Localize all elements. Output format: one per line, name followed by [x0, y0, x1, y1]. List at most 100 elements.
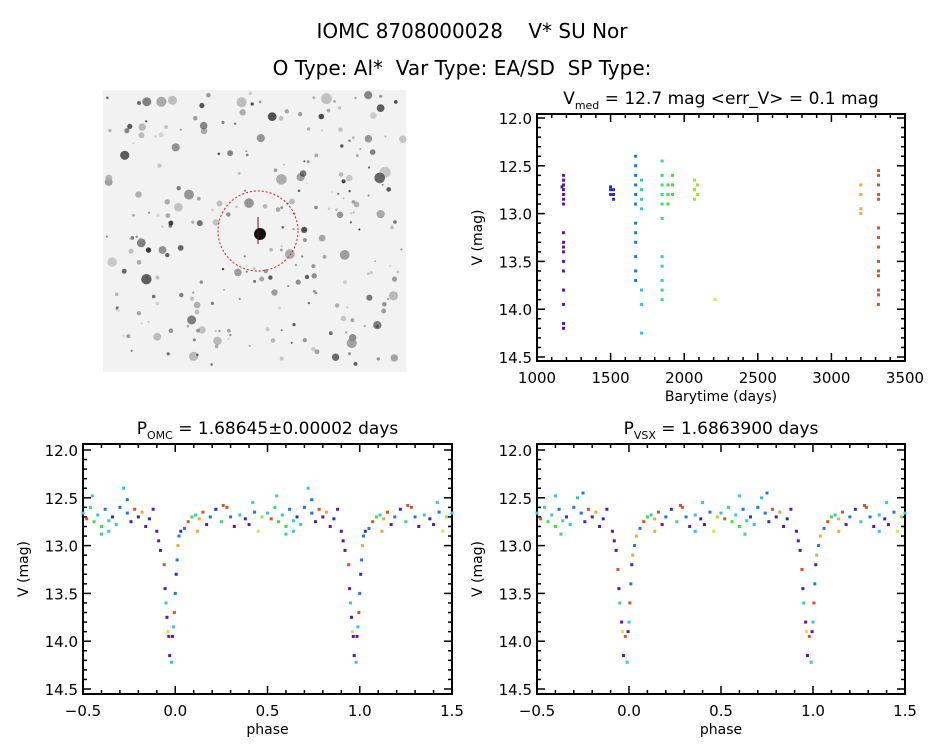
data-point	[713, 298, 717, 302]
star	[275, 207, 281, 212]
star	[177, 245, 184, 251]
data-point	[859, 183, 863, 187]
data-point	[715, 515, 719, 519]
star	[107, 257, 117, 267]
data-point	[103, 507, 107, 511]
star	[311, 273, 317, 279]
star	[379, 94, 383, 98]
star	[105, 174, 113, 182]
data-point	[225, 505, 229, 509]
star	[214, 344, 219, 349]
star	[114, 292, 119, 297]
star	[327, 207, 331, 210]
star	[287, 284, 290, 288]
data-point	[299, 523, 303, 527]
data-point	[642, 520, 646, 524]
data-point	[807, 634, 811, 638]
star	[184, 189, 194, 200]
data-point	[877, 197, 881, 201]
data-point	[444, 515, 448, 519]
star	[366, 294, 373, 301]
data-point	[229, 515, 233, 519]
data-point	[355, 634, 359, 638]
x-tick-label: −0.5	[65, 702, 101, 720]
data-point	[561, 231, 565, 235]
data-point	[634, 269, 638, 273]
star	[396, 270, 400, 274]
star	[145, 247, 152, 253]
star	[187, 315, 197, 325]
star	[199, 121, 208, 130]
data-point	[640, 188, 644, 192]
star	[297, 112, 303, 117]
star	[174, 202, 183, 212]
data-point	[288, 507, 292, 511]
star	[314, 153, 319, 158]
star	[303, 160, 306, 163]
data-point	[872, 524, 876, 528]
data-point	[785, 517, 789, 521]
data-point	[693, 513, 697, 517]
star	[196, 220, 203, 227]
data-point	[634, 221, 638, 225]
data-point	[173, 591, 177, 595]
data-point	[734, 513, 738, 517]
plot-frame	[536, 443, 906, 695]
star	[348, 352, 351, 356]
data-point	[737, 494, 741, 498]
star	[354, 96, 357, 100]
x-tick-label: 1.0	[801, 702, 825, 720]
data-point	[660, 216, 664, 220]
data-point	[638, 526, 642, 530]
data-point	[99, 524, 103, 528]
star	[106, 96, 109, 100]
star	[376, 210, 385, 219]
star	[374, 260, 377, 263]
star	[164, 199, 170, 205]
data-point	[561, 202, 565, 206]
star	[194, 309, 200, 315]
star	[337, 106, 342, 110]
data-point	[693, 178, 697, 182]
star	[358, 228, 361, 231]
data-point	[561, 259, 565, 263]
data-point	[748, 515, 752, 519]
star	[245, 153, 249, 157]
star	[265, 327, 270, 332]
star	[350, 318, 355, 323]
data-point	[815, 553, 819, 557]
y-tick-label: 14.0	[499, 301, 532, 319]
data-point	[238, 513, 242, 517]
data-point	[587, 507, 591, 511]
data-point	[877, 302, 881, 306]
star	[312, 96, 316, 100]
star	[223, 288, 226, 291]
y-tick-label: 14.0	[499, 633, 532, 651]
data-point	[356, 625, 360, 629]
star	[376, 357, 380, 361]
y-tick-label: 13.5	[45, 585, 78, 603]
star	[237, 172, 241, 175]
star	[311, 346, 316, 352]
data-point	[350, 630, 354, 634]
data-point	[712, 529, 716, 533]
star	[192, 338, 196, 342]
x-tick-label: 1.5	[440, 702, 464, 720]
data-point	[666, 183, 670, 187]
data-point	[666, 202, 670, 206]
data-point	[660, 183, 664, 187]
star	[292, 228, 295, 231]
data-point	[179, 529, 183, 533]
star	[349, 211, 353, 215]
star	[381, 183, 384, 186]
star	[156, 213, 160, 217]
data-point	[256, 529, 260, 533]
data-point	[765, 491, 769, 495]
star	[117, 309, 120, 312]
star	[248, 344, 251, 348]
data-point	[877, 192, 881, 196]
data-point	[634, 164, 638, 168]
data-point	[553, 524, 557, 528]
data-point	[796, 539, 800, 543]
